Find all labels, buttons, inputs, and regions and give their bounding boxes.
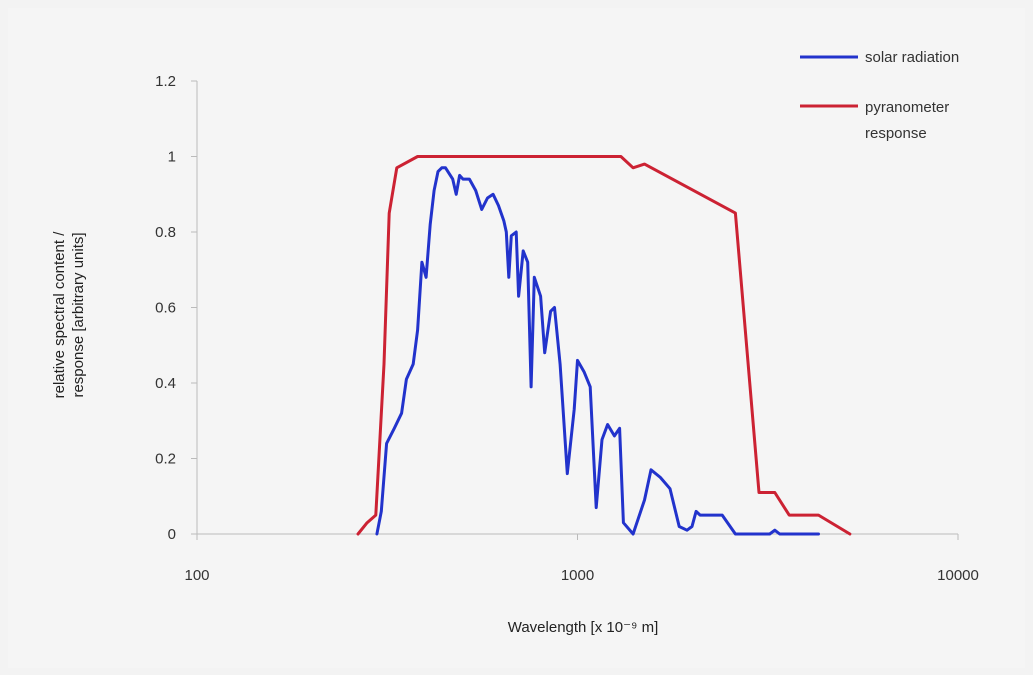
spectral-response-chart: 0 0.2 0.4 0.6 0.8 1 1.2 100 1000 10000 Wavelengt… — [51, 49, 979, 636]
y-tick-label: 0.2 — [155, 451, 176, 468]
series-lines — [356, 155, 852, 536]
y-tick-label: 0.8 — [155, 224, 176, 241]
x-tick-label: 1000 — [561, 567, 594, 584]
series-line-pyranometer-response — [356, 155, 852, 536]
y-tick-label: 1.2 — [155, 73, 176, 90]
x-tick-labels: 100 1000 10000 — [184, 567, 978, 584]
axes — [191, 80, 959, 540]
y-axis-title-line-1: relative spectral content / — [51, 231, 68, 399]
x-tick-label: 10000 — [937, 567, 979, 584]
y-tick-label: 0 — [168, 526, 176, 543]
chart-container: 0 0.2 0.4 0.6 0.8 1 1.2 100 1000 10000 Wavelengt… — [8, 8, 1025, 668]
y-tick-label: 0.6 — [155, 300, 176, 317]
x-axis-title: Wavelength [x 10⁻⁹ m] — [508, 619, 659, 636]
y-tick-label: 0.4 — [155, 375, 176, 392]
legend-label-pyranometer-response: pyranometer response — [865, 99, 949, 142]
legend: solar radiation pyranometer response — [800, 49, 959, 142]
x-tick-label: 100 — [184, 567, 209, 584]
legend-label-solar-radiation: solar radiation — [865, 49, 959, 66]
y-axis-title-line-2: response [arbitrary units] — [70, 232, 87, 397]
series-line-solar-radiation — [375, 166, 820, 536]
y-tick-labels: 0 0.2 0.4 0.6 0.8 1 1.2 — [155, 73, 176, 543]
y-tick-label: 1 — [168, 149, 176, 166]
